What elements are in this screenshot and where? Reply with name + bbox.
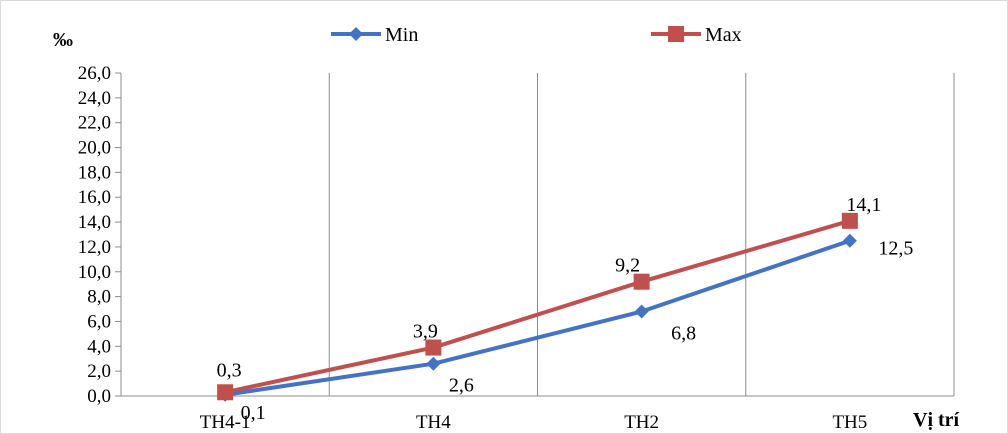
data-point-min	[842, 233, 857, 248]
legend-marker-max	[668, 26, 684, 42]
legend-layer: Min Max	[331, 24, 742, 46]
x-tick-label: TH5	[832, 412, 867, 433]
y-tick-label: 6,0	[87, 311, 111, 332]
data-point-min	[426, 356, 441, 371]
data-label-min: 2,6	[449, 375, 474, 397]
data-label-max: 14,1	[846, 194, 881, 216]
x-tick-label: TH4-1	[200, 412, 251, 433]
x-tick-label: TH4	[416, 412, 451, 433]
y-tick-label: 10,0	[78, 262, 111, 283]
legend-marker-min	[349, 27, 363, 41]
y-tick-label: 4,0	[87, 336, 111, 357]
data-label-max: 3,9	[413, 321, 438, 343]
y-tick-label: 20,0	[78, 138, 111, 159]
data-point-max	[633, 273, 650, 290]
y-axis-title: ‰	[53, 29, 73, 51]
x-tick-label: TH2	[624, 412, 659, 433]
y-tick-label: 2,0	[87, 361, 111, 382]
data-point-max	[217, 384, 234, 401]
label-layer: 0,1 2,6 6,8 12,5 0,3 3,9 9,2 14,1	[217, 194, 914, 424]
y-tick-label: 8,0	[87, 287, 111, 308]
data-label-max: 9,2	[615, 255, 640, 277]
y-tick-label: 26,0	[78, 63, 111, 84]
data-point-min	[634, 304, 649, 319]
y-tick-label: 24,0	[78, 88, 111, 109]
series-layer	[217, 212, 858, 402]
legend-label-max: Max	[705, 24, 742, 46]
y-tick-label: 16,0	[78, 187, 111, 208]
x-axis-title: Vị trí	[913, 409, 960, 431]
y-tick-label: 18,0	[78, 162, 111, 183]
data-label-min: 6,8	[671, 323, 696, 345]
data-label-max: 0,3	[217, 359, 242, 381]
axis-layer: 0,0 2,0 4,0 6,0 8,0 10,0 12,0 14,0 16,0 18,0 20,0 2…	[78, 63, 954, 433]
y-tick-label: 22,0	[78, 113, 111, 134]
grid-layer	[120, 73, 955, 396]
y-tick-label: 12,0	[78, 237, 111, 258]
data-label-min: 0,1	[241, 402, 266, 424]
data-label-min: 12,5	[878, 238, 913, 260]
data-point-max	[841, 212, 858, 229]
legend-label-min: Min	[385, 24, 418, 46]
y-tick-label: 14,0	[78, 212, 111, 233]
series-line-min	[224, 238, 851, 397]
series-line-max	[224, 218, 851, 395]
y-tick-label: 0,0	[87, 386, 111, 407]
data-point-max	[425, 339, 442, 356]
